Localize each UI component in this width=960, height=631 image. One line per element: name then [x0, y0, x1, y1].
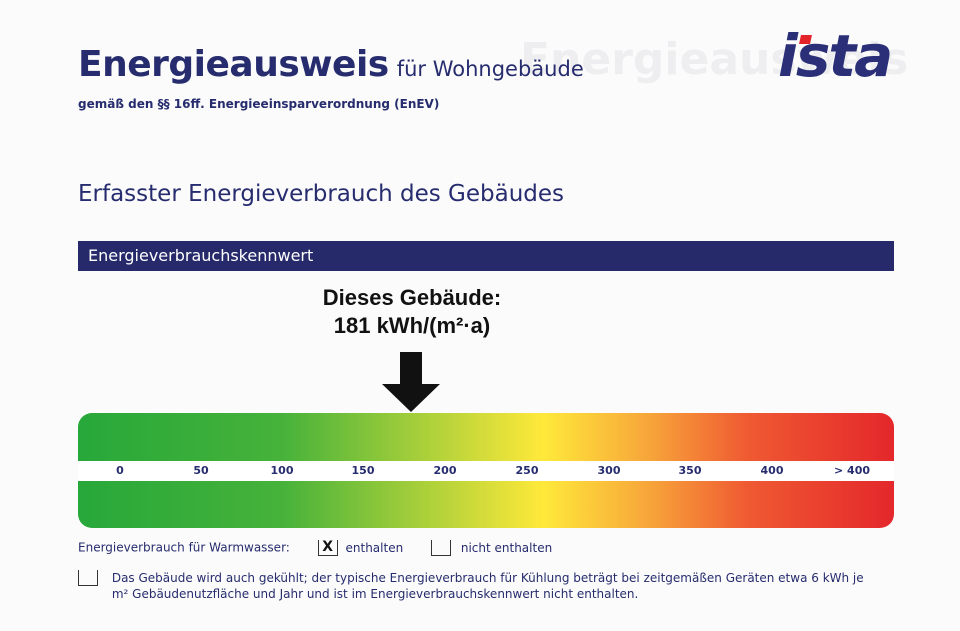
cooling-note: Das Gebäude wird auch gekühlt; der typis…	[78, 570, 898, 602]
building-value: 181 kWh/(m²·a)	[333, 313, 491, 338]
scale-tick: 150	[351, 464, 375, 477]
ista-logo: ista	[778, 22, 893, 90]
scale-tick: 200	[433, 464, 457, 477]
cooling-note-line2: m² Gebäudenutzfläche und Jahr und ist im…	[111, 587, 639, 601]
building-indicator: Dieses Gebäude: 181 kWh/(m²·a)	[262, 284, 562, 340]
option-included-label: enthalten	[345, 540, 404, 555]
scale-tick: 250	[515, 464, 539, 477]
building-label: Dieses Gebäude:	[322, 285, 502, 310]
arrow-down-icon	[382, 352, 440, 412]
scale-tick: 100	[270, 464, 294, 477]
option-not-included-label: nicht enthalten	[460, 540, 553, 555]
scale-tick: 400	[760, 464, 784, 477]
scale-tick: > 400	[833, 464, 871, 477]
title-suffix: für Wohngebäude	[396, 57, 584, 81]
logo-wordmark: ista	[778, 22, 893, 90]
bleed-through-text: Energieausweis	[520, 34, 909, 85]
section-heading: Erfasster Energieverbrauch des Gebäudes	[78, 181, 565, 207]
title-main: Energieausweis	[78, 44, 389, 85]
page-subtitle: gemäß den §§ 16ff. Energieeinsparverordn…	[78, 97, 440, 111]
checkbox-included[interactable]: X	[317, 540, 338, 556]
energy-scale: 0 50 100 150 200 250 300 350 400 > 400	[78, 413, 894, 528]
scale-tick: 350	[678, 464, 702, 477]
section-bar-title: Energieverbrauchskennwert	[88, 246, 314, 265]
section-bar: Energieverbrauchskennwert	[78, 241, 894, 271]
scale-tick-band	[78, 461, 894, 481]
scale-tick: 0	[116, 464, 124, 477]
cooling-note-line1: Das Gebäude wird auch gekühlt; der typis…	[111, 571, 864, 585]
checkbox-cooling[interactable]	[78, 570, 98, 586]
warmwasser-row: Energieverbrauch für Warmwasser: X entha…	[78, 540, 552, 556]
warmwasser-label: Energieverbrauch für Warmwasser:	[78, 540, 290, 555]
checkbox-not-included[interactable]	[431, 540, 452, 556]
logo-red-dot	[799, 35, 812, 44]
page-title: Energieausweis für Wohngebäude	[78, 44, 584, 85]
scale-tick: 50	[193, 464, 209, 477]
scale-tick: 300	[597, 464, 621, 477]
